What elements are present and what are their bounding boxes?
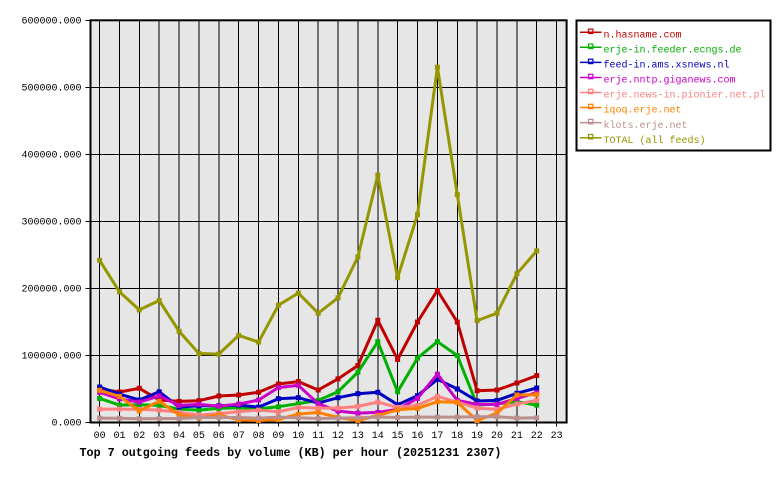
svg-text:22: 22 (531, 431, 543, 442)
svg-text:17: 17 (431, 431, 443, 442)
svg-text:18: 18 (451, 431, 463, 442)
svg-text:100000.000: 100000.000 (21, 352, 81, 363)
svg-text:600000.000: 600000.000 (21, 16, 81, 27)
svg-text:200000.000: 200000.000 (21, 284, 81, 295)
svg-text:erje-in.feeder.ecngs.de: erje-in.feeder.ecngs.de (604, 45, 742, 57)
svg-text:erje.news-in.pionier.net.pl: erje.news-in.pionier.net.pl (604, 90, 766, 102)
svg-text:13: 13 (352, 431, 364, 442)
svg-text:n.hasname.com: n.hasname.com (604, 30, 682, 42)
svg-text:06: 06 (213, 431, 225, 442)
svg-text:400000.000: 400000.000 (21, 150, 81, 161)
svg-text:erje.nntp.giganews.com: erje.nntp.giganews.com (604, 75, 736, 87)
svg-text:15: 15 (392, 431, 404, 442)
svg-text:300000.000: 300000.000 (21, 217, 81, 228)
svg-text:16: 16 (411, 431, 423, 442)
svg-text:01: 01 (113, 431, 125, 442)
svg-text:00: 00 (94, 431, 106, 442)
svg-text:12: 12 (332, 431, 344, 442)
svg-text:11: 11 (312, 431, 324, 442)
svg-text:03: 03 (153, 431, 165, 442)
svg-text:21: 21 (511, 431, 523, 442)
svg-text:02: 02 (133, 431, 145, 442)
svg-text:14: 14 (372, 431, 384, 442)
svg-text:09: 09 (272, 431, 284, 442)
svg-text:23: 23 (551, 431, 563, 442)
svg-text:Top 7 outgoing feeds by volume: Top 7 outgoing feeds by volume (KB) per … (80, 446, 502, 460)
svg-text:0.000: 0.000 (51, 419, 81, 430)
svg-text:10: 10 (292, 431, 304, 442)
svg-text:klots.erje.net: klots.erje.net (604, 120, 688, 132)
svg-text:19: 19 (471, 431, 483, 442)
svg-text:05: 05 (193, 431, 205, 442)
svg-text:20: 20 (491, 431, 503, 442)
svg-text:iqoq.erje.net: iqoq.erje.net (604, 105, 682, 117)
svg-text:500000.000: 500000.000 (21, 83, 81, 94)
svg-text:07: 07 (233, 431, 245, 442)
svg-text:TOTAL (all feeds): TOTAL (all feeds) (604, 135, 706, 147)
svg-text:feed-in.ams.xsnews.nl: feed-in.ams.xsnews.nl (604, 60, 730, 72)
svg-text:04: 04 (173, 431, 185, 442)
svg-text:08: 08 (253, 431, 265, 442)
